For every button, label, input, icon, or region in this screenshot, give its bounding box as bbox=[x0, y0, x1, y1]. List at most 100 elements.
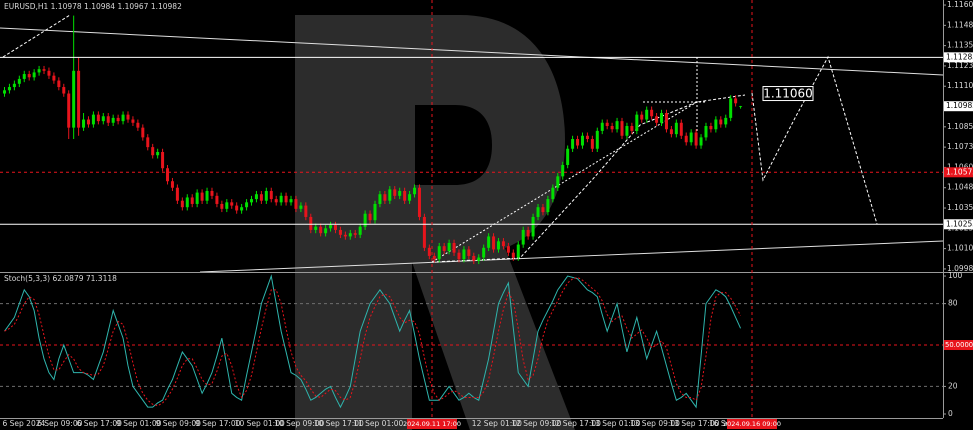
x-tick-label: 6 Sep 09:00 bbox=[37, 419, 83, 428]
candle-body bbox=[338, 229, 342, 235]
candle-body bbox=[27, 74, 31, 78]
x-tick-label: 10 Sep 09:00 bbox=[274, 419, 324, 428]
candle-body bbox=[126, 114, 130, 120]
candle-body bbox=[655, 116, 659, 123]
candle-body bbox=[625, 126, 629, 136]
trend-line bbox=[0, 27, 944, 76]
candle-body bbox=[121, 114, 125, 122]
candle-body bbox=[526, 229, 530, 237]
candle-body bbox=[536, 207, 540, 217]
candle-body bbox=[442, 246, 446, 252]
y-tick-label: 1.10480 bbox=[947, 183, 973, 192]
candle-body bbox=[566, 148, 570, 165]
candle-body bbox=[240, 207, 244, 211]
candle-body bbox=[225, 202, 229, 209]
x-tick-label: 11 Sep 01:00 bbox=[353, 419, 403, 428]
candle-body bbox=[561, 164, 565, 177]
candle-body bbox=[106, 116, 110, 123]
candle-body bbox=[363, 213, 367, 227]
candle-body bbox=[250, 199, 253, 203]
y-tick-label: 1.10855 bbox=[947, 122, 973, 131]
candle-body bbox=[42, 69, 46, 71]
candle-body bbox=[269, 190, 273, 200]
level-label: 50.0000 bbox=[945, 341, 973, 349]
x-tick-label: 12 Sep 17:00 bbox=[551, 419, 601, 428]
candle-body bbox=[516, 244, 520, 258]
x-tick-label: 13 Sep 17:00 bbox=[669, 419, 719, 428]
candle-body bbox=[551, 187, 555, 200]
candle-body bbox=[734, 98, 738, 104]
candle-body bbox=[82, 119, 86, 128]
trend-line bbox=[199, 240, 944, 273]
price-level-box bbox=[944, 219, 973, 230]
time-marker-label: 2024.09.16 09:00 bbox=[723, 420, 781, 428]
candle-body bbox=[304, 205, 308, 217]
stoch-main-line bbox=[4, 274, 742, 409]
candle-body bbox=[7, 87, 11, 91]
candle-body bbox=[175, 187, 179, 201]
candle-body bbox=[348, 233, 352, 237]
candle-body bbox=[215, 195, 219, 204]
candle-body bbox=[279, 195, 283, 203]
time-marker-box bbox=[727, 419, 777, 429]
candle-body bbox=[576, 139, 580, 146]
price-level-box bbox=[944, 167, 973, 178]
candle-body bbox=[571, 139, 575, 149]
x-tick-label: 9 Sep 17:00 bbox=[195, 419, 241, 428]
candle-body bbox=[635, 114, 639, 131]
candle-body bbox=[254, 194, 258, 200]
candle-body bbox=[427, 247, 431, 256]
candle-body bbox=[492, 236, 496, 250]
candle-body bbox=[462, 249, 466, 260]
candle-body bbox=[556, 176, 560, 188]
candle-body bbox=[684, 135, 688, 143]
candle-body bbox=[398, 190, 402, 196]
candle-body bbox=[333, 225, 337, 230]
x-tick-label: 13 Sep 01:00 bbox=[590, 419, 640, 428]
price-level-label: 1.10982 bbox=[946, 101, 973, 110]
candle-body bbox=[185, 197, 189, 208]
y-tick-label: 1.10105 bbox=[947, 244, 973, 253]
candle-body bbox=[52, 75, 56, 81]
candle-body bbox=[669, 129, 673, 135]
candle-body bbox=[166, 168, 170, 182]
candle-body bbox=[541, 207, 545, 213]
candle-body bbox=[62, 87, 66, 94]
candle-body bbox=[729, 98, 733, 118]
candle-body bbox=[116, 117, 120, 122]
x-tick-label: 6 Sep 17:00 bbox=[77, 419, 123, 428]
candle-body bbox=[319, 226, 323, 234]
candle-body bbox=[57, 80, 61, 88]
candle-body bbox=[358, 226, 362, 235]
y-tick-label: 20 bbox=[948, 381, 958, 390]
y-tick-label: 1.10730 bbox=[947, 142, 973, 151]
candle-body bbox=[180, 200, 184, 208]
x-tick-label: 12 Sep 09:00 bbox=[511, 419, 561, 428]
indicator-title: Stoch(5,3,3) 62.0879 71.3118 bbox=[4, 274, 117, 283]
candle-body bbox=[482, 247, 486, 258]
y-tick-label: 0 bbox=[948, 409, 953, 418]
candle-body bbox=[610, 126, 614, 130]
candle-body bbox=[220, 203, 224, 209]
candle-body bbox=[388, 189, 392, 201]
candle-body bbox=[151, 147, 155, 156]
candle-body bbox=[86, 119, 90, 125]
candle-body bbox=[403, 190, 407, 201]
candle-body bbox=[709, 126, 713, 130]
candle-body bbox=[408, 194, 412, 201]
stoch-signal-line bbox=[4, 276, 742, 407]
candle-body bbox=[521, 229, 525, 245]
candle-body bbox=[111, 117, 115, 123]
annotation-label: 1.11060 bbox=[763, 87, 813, 101]
candle-body bbox=[595, 130, 599, 149]
price-level-box bbox=[944, 52, 973, 63]
price-level-label: 1.11283 bbox=[946, 52, 973, 61]
candle-body bbox=[170, 181, 174, 188]
candle-body bbox=[230, 202, 234, 206]
x-tick-label: 10 Sep 01:00 bbox=[235, 419, 285, 428]
candle-body bbox=[96, 114, 100, 122]
candle-body bbox=[259, 194, 263, 201]
candle-body bbox=[373, 203, 377, 221]
y-tick-label: 1.11480 bbox=[947, 20, 973, 29]
